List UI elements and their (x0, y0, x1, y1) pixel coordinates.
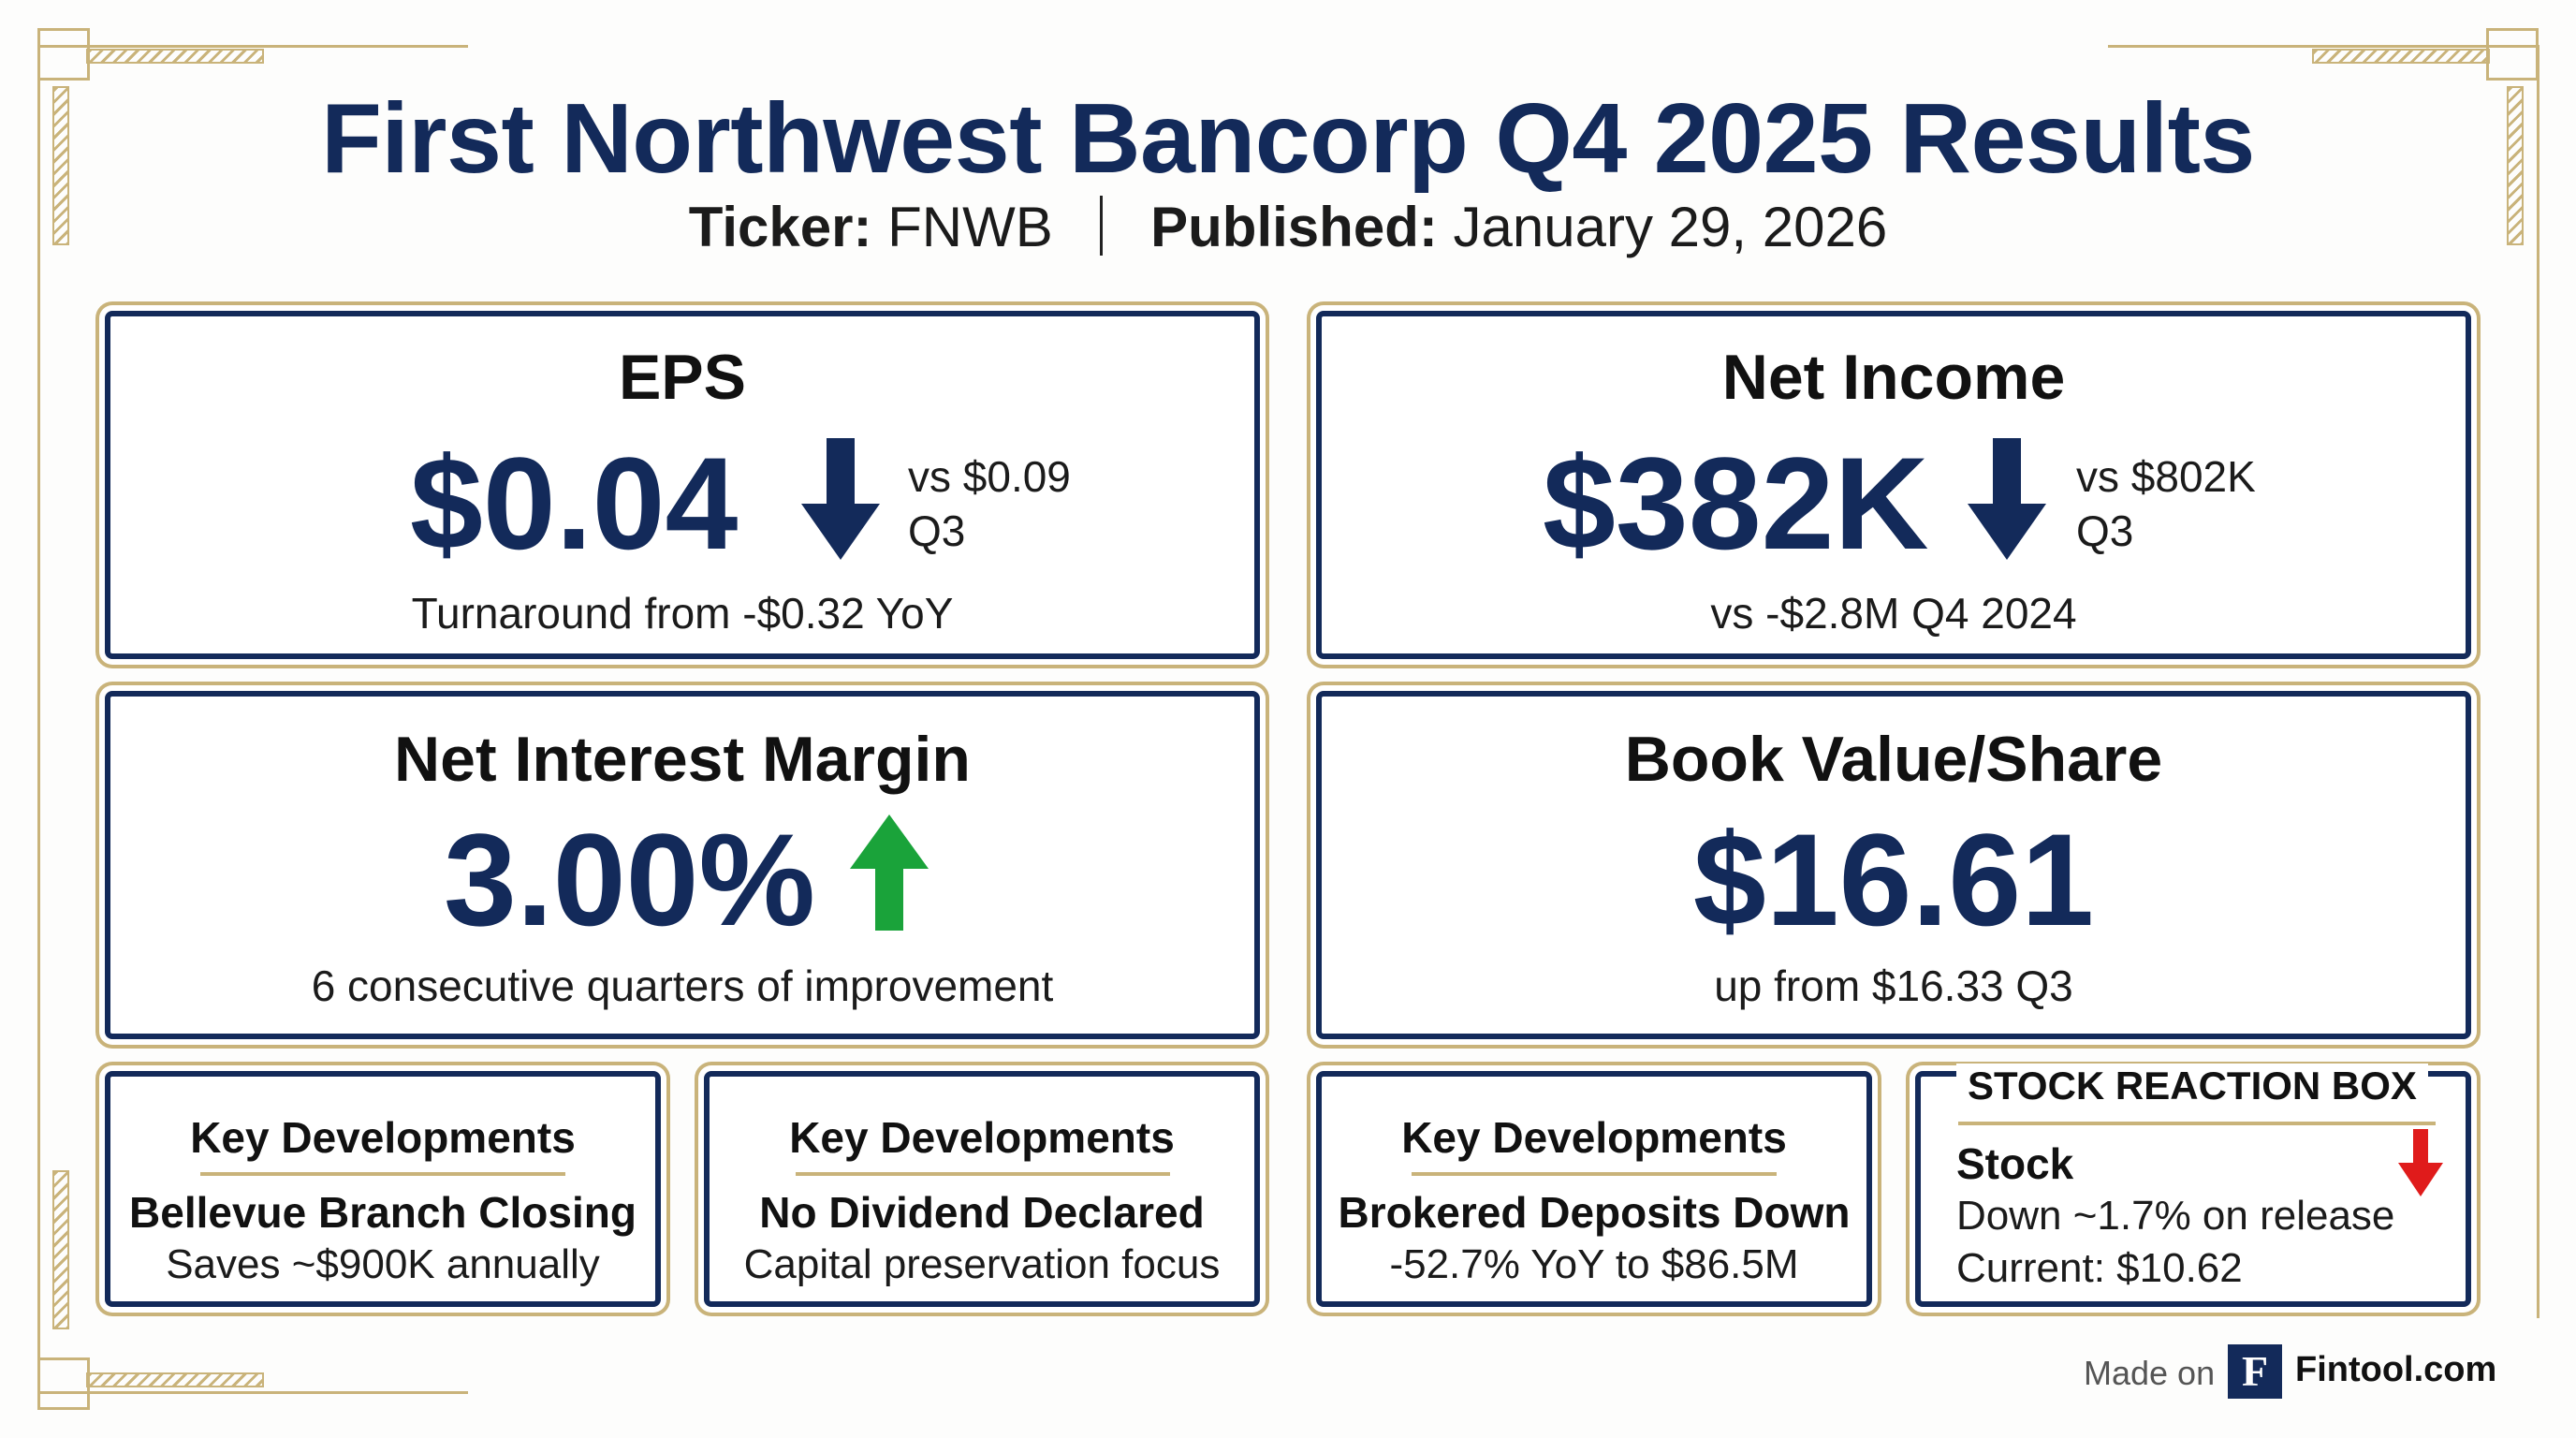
nim-label: Net Interest Margin (394, 724, 971, 795)
footer-made-on: Made on (2084, 1354, 2216, 1392)
frame-hatch-top-right (2312, 49, 2490, 64)
book-value-card: Book Value/Share $16.61 up from $16.33 Q… (1316, 691, 2471, 1039)
ticker-label: Ticker: (688, 196, 872, 258)
published-label: Published: (1150, 196, 1438, 258)
stock-reaction-card: Stock Down ~1.7% on release Current: $10… (1915, 1071, 2471, 1307)
development-heading-2: Key Developments (789, 1113, 1175, 1162)
page-title: First Northwest Bancorp Q4 2025 Results (321, 83, 2255, 194)
net-income-compare-line2: Q3 (2076, 506, 2134, 555)
development-rule-2 (796, 1172, 1170, 1176)
net-income-compare-line1: vs $802K (2076, 452, 2256, 501)
footer-brand-link[interactable]: Fintool.com (2295, 1350, 2497, 1389)
frame-hatch-top-left (86, 49, 264, 64)
subtitle-separator (1100, 196, 1104, 256)
frame-hatch-left-upper (52, 86, 69, 245)
development-title-2: No Dividend Declared (759, 1188, 1205, 1237)
development-detail-3: -52.7% YoY to $86.5M (1389, 1241, 1799, 1287)
frame-corner-top-left (37, 28, 90, 81)
eps-note: Turnaround from -$0.32 YoY (411, 589, 954, 638)
eps-label: EPS (618, 342, 747, 413)
stock-reaction-rule (1958, 1122, 2436, 1125)
development-card-1: Key Developments Bellevue Branch Closing… (105, 1071, 661, 1307)
frame-bottom-left-line (37, 1391, 468, 1394)
development-rule-1 (200, 1172, 565, 1176)
development-card-3: Key Developments Brokered Deposits Down … (1316, 1071, 1872, 1307)
frame-corner-top-right (2486, 28, 2539, 81)
nim-note: 6 consecutive quarters of improvement (311, 961, 1054, 1010)
nim-value: 3.00% (444, 806, 815, 953)
development-title-3: Brokered Deposits Down (1338, 1188, 1851, 1237)
eps-compare-line2: Q3 (908, 506, 966, 555)
eps-card: EPS $0.04 vs $0.09 Q3 Turnaround from -$… (105, 311, 1260, 659)
ticker-value: FNWB (887, 196, 1053, 258)
frame-right-line (2537, 45, 2539, 1318)
eps-down-arrow-icon (801, 438, 880, 560)
page-subtitle: Ticker: FNWB Published: January 29, 2026 (0, 195, 2576, 259)
stock-reaction-heading: STOCK REACTION BOX (1956, 1064, 2428, 1108)
net-income-label: Net Income (1721, 342, 2066, 413)
nim-up-arrow-icon (850, 814, 929, 931)
development-card-2: Key Developments No Dividend Declared Ca… (704, 1071, 1260, 1307)
eps-compare-line1: vs $0.09 (908, 452, 1071, 501)
frame-top-left-line (37, 45, 468, 48)
stock-down-arrow-icon (2398, 1129, 2443, 1196)
stock-move: Down ~1.7% on release (1956, 1193, 2395, 1239)
net-income-value: $382K (1543, 430, 1929, 577)
net-income-compare: vs $802K Q3 (2076, 449, 2256, 558)
frame-left-line (37, 45, 40, 1393)
net-income-note: vs -$2.8M Q4 2024 (1710, 589, 2077, 638)
eps-compare: vs $0.09 Q3 (908, 449, 1071, 558)
eps-value: $0.04 (410, 430, 739, 577)
net-income-down-arrow-icon (1968, 438, 2046, 560)
development-detail-1: Saves ~$900K annually (166, 1241, 600, 1287)
fintool-logo-icon: F (2228, 1344, 2282, 1399)
development-rule-3 (1412, 1172, 1777, 1176)
frame-hatch-bottom-left (86, 1372, 264, 1387)
published-value: January 29, 2026 (1453, 196, 1888, 258)
frame-hatch-right-upper (2507, 86, 2524, 245)
stock-label: Stock (1956, 1139, 2074, 1188)
frame-corner-bottom-left (37, 1357, 90, 1410)
frame-top-right-line (2108, 45, 2539, 48)
net-income-card: Net Income $382K vs $802K Q3 vs -$2.8M Q… (1316, 311, 2471, 659)
development-title-1: Bellevue Branch Closing (129, 1188, 637, 1237)
stock-current: Current: $10.62 (1956, 1245, 2243, 1291)
development-detail-2: Capital preservation focus (743, 1241, 1221, 1287)
frame-hatch-left-lower (52, 1170, 69, 1329)
book-value-label: Book Value/Share (1624, 724, 2163, 795)
development-heading-1: Key Developments (190, 1113, 576, 1162)
book-value-note: up from $16.33 Q3 (1714, 961, 2073, 1010)
nim-card: Net Interest Margin 3.00% 6 consecutive … (105, 691, 1260, 1039)
development-heading-3: Key Developments (1401, 1113, 1787, 1162)
book-value-value: $16.61 (1692, 806, 2095, 953)
